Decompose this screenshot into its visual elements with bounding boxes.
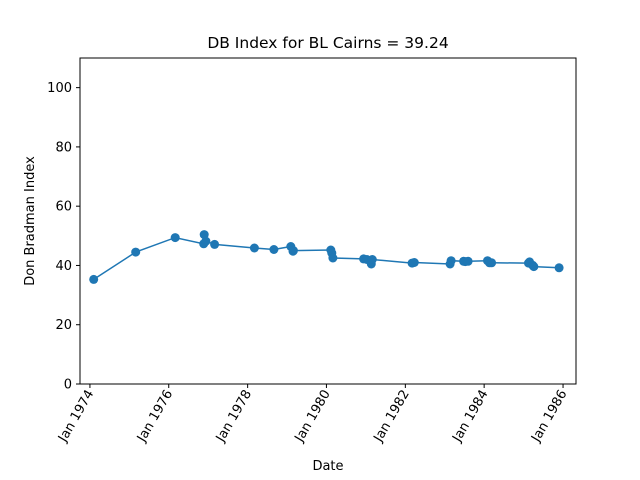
y-tick-label: 0 [64, 378, 72, 393]
y-axis-label: Don Bradman Index [23, 156, 38, 286]
y-tick-label: 60 [55, 200, 72, 215]
data-point [463, 256, 473, 266]
data-point [288, 246, 298, 256]
data-point [89, 274, 99, 284]
y-axis-ticks: 0 20 40 60 80 100 [47, 81, 80, 393]
chart-title: DB Index for BL Cairns = 39.24 [207, 34, 448, 52]
data-point [554, 263, 564, 273]
y-tick-label: 40 [55, 259, 72, 274]
y-tick-label: 20 [55, 318, 72, 333]
y-tick-label: 100 [47, 81, 72, 96]
data-point [201, 236, 211, 246]
plot-frame [79, 57, 577, 385]
data-point [367, 255, 377, 264]
x-axis-label: Date [312, 459, 343, 474]
plot-area [80, 58, 576, 384]
data-point [249, 243, 259, 253]
y-tick-label: 80 [55, 140, 72, 155]
data-point [328, 253, 338, 263]
data-point [170, 233, 180, 243]
data-point [487, 258, 497, 268]
data-point [409, 258, 419, 267]
data-point [131, 247, 141, 257]
series-points [89, 230, 564, 284]
data-point [446, 256, 456, 266]
data-point [269, 245, 279, 254]
data-point [210, 239, 220, 249]
data-point [529, 262, 539, 272]
